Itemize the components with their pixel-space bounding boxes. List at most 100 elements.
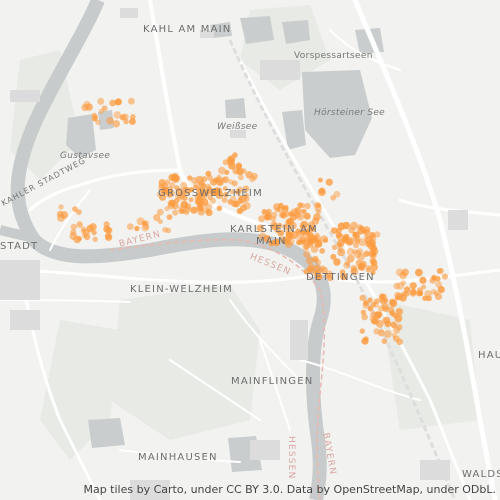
data-point [409,282,417,290]
state-label-hessen-bottom: HESSEN [286,436,296,480]
data-point [164,206,170,212]
data-point [166,191,173,198]
data-point [396,308,402,314]
data-point [435,276,441,282]
data-point [92,114,99,120]
data-point [365,265,372,271]
data-point [410,288,417,296]
lake-gustavsee [66,114,96,158]
data-point [390,321,397,328]
data-point [115,98,122,106]
data-point [325,178,333,186]
data-point [229,189,235,195]
data-point [353,250,362,259]
data-point [285,234,293,242]
river-main [10,0,331,500]
data-point [188,197,194,203]
data-point [395,307,404,316]
data-point [330,253,337,260]
data-point [434,292,443,301]
data-point [340,273,348,281]
data-point [167,186,173,192]
data-point [352,231,358,237]
data-point [389,299,398,308]
data-point [127,97,135,105]
data-point [310,226,316,232]
data-point [284,240,293,249]
data-point [184,203,192,210]
place-label-karlstein-line1: KARLSTEIN AM [230,224,318,235]
data-point [337,248,346,257]
data-point [369,315,376,322]
data-point [222,159,229,166]
data-point [395,268,404,277]
data-point [421,284,427,290]
data-point [97,97,105,105]
data-point [270,223,278,231]
data-point [92,236,98,242]
data-point [437,286,445,294]
data-point [263,235,271,243]
data-point [190,177,198,184]
data-point [180,191,186,197]
data-point [359,294,366,301]
data-point [302,228,310,235]
map-attribution: Map tiles by Carto, under CC BY 3.0. Dat… [83,483,496,496]
data-point [311,217,320,225]
lake-weissee [225,98,246,118]
data-point [197,194,203,200]
data-point [314,273,322,281]
data-point [106,116,114,125]
data-point [368,250,376,258]
data-point [431,275,437,281]
data-point [183,187,192,195]
place-label-hau: HAU [478,350,500,361]
data-point [315,259,322,266]
data-point [105,232,112,239]
data-point [103,225,111,233]
data-point [296,240,302,246]
data-point [236,208,243,215]
data-point [201,198,209,206]
data-point [367,305,374,312]
data-point [256,224,264,232]
data-point [381,338,388,345]
data-point [330,195,337,201]
data-point [297,202,303,208]
data-point [360,260,367,268]
data-point [159,193,167,201]
data-point [112,120,121,128]
state-border [109,238,326,500]
data-point [195,197,203,206]
data-point [134,225,140,232]
data-point [129,118,136,125]
data-point [304,202,311,210]
data-point [165,189,173,197]
data-point [195,198,203,206]
data-point [342,221,351,230]
data-point [296,230,305,238]
data-point [245,171,253,179]
data-point [76,209,82,216]
data-point [162,226,169,233]
data-point [278,212,285,218]
data-point [190,206,198,214]
data-point [396,282,405,290]
buildings [0,8,468,500]
data-point [417,290,424,296]
data-point [393,282,401,290]
place-label-mainhausen: MAINHAUSEN [138,452,218,463]
data-point [393,335,400,342]
data-point [370,311,378,319]
data-point [249,175,256,183]
data-point [335,232,343,239]
data-point [178,208,185,215]
data-point [224,169,230,175]
data-point [76,236,83,242]
data-point [89,223,97,231]
place-label-karlstein-line2: MAIN [256,236,287,247]
data-point [294,212,301,219]
lake-label-gustavsee: Gustavsee [60,151,111,161]
data-point [72,206,78,212]
